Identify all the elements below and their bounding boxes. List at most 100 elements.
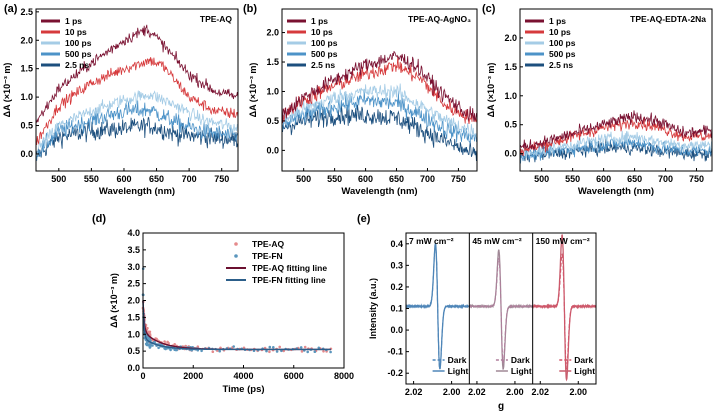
x-tick-label: 750 xyxy=(689,174,704,184)
panel-b: (b) 500 550 600 650 700 750 0.0 0.5 1.0 1.5 2.0 Wave… xyxy=(243,3,478,197)
y-tick-label: 0.5 xyxy=(266,116,279,126)
y-tick-label: 0.0 xyxy=(20,149,33,159)
x-tick-label: 0 xyxy=(140,371,145,381)
y-tick-label: -0.2 xyxy=(387,368,403,378)
y-tick-label: 0.4 xyxy=(390,239,403,249)
series-line-10-ps xyxy=(282,55,477,125)
legend-label: 1 ps xyxy=(65,16,82,26)
x-tick-label: 700 xyxy=(182,174,197,184)
legend-label: TPE-AQ xyxy=(252,239,285,249)
data-point-TPE-FN xyxy=(149,344,152,348)
plot-frame xyxy=(519,8,713,172)
x-tick-label: 600 xyxy=(358,174,373,184)
chart-title: TPE-AQ-AgNO₃ xyxy=(408,14,471,24)
series-line-10-ps xyxy=(36,57,238,145)
y-tick-label: 0.5 xyxy=(20,121,33,131)
legend-label: 100 ps xyxy=(549,38,576,48)
x-axis-label: Wavelength (nm) xyxy=(99,186,175,197)
series-group xyxy=(520,110,712,164)
data-point-TPE-FN xyxy=(268,345,272,349)
data-point-TPE-FN xyxy=(169,348,172,352)
subplot-title: 45 mW cm⁻² xyxy=(472,236,522,246)
y-tick-label: 0.2 xyxy=(390,282,403,292)
plot-frame xyxy=(281,8,478,172)
y-tick-label: 2.0 xyxy=(127,296,140,306)
subplot-title: 150 mW cm⁻² xyxy=(536,236,590,246)
series-line-2.5-ns xyxy=(36,116,238,158)
panel-a: (a) 500 550 600 650 700 750 0.0 0.5 1.0 1.5 2.0 2.5 W… xyxy=(2,3,239,197)
data-point-TPE-AQ xyxy=(303,345,307,349)
legend-label: 100 ps xyxy=(65,38,92,48)
y-tick-label: -0.1 xyxy=(387,347,403,357)
data-point-TPE-FN xyxy=(175,348,178,352)
x-tick-label: 4000 xyxy=(233,371,253,381)
x-tick-label: 2.00 xyxy=(443,387,461,397)
y-tick-label: 1.0 xyxy=(20,92,33,102)
y-tick-label: 4.0 xyxy=(127,228,140,238)
data-point-TPE-AQ xyxy=(173,343,176,346)
y-tick-label: 1.0 xyxy=(504,91,517,101)
y-axis-label: ΔA (×10⁻³ m) xyxy=(248,63,258,118)
chart-title: TPE-AQ-EDTA-2Na xyxy=(630,14,706,24)
series-line-1-ps xyxy=(36,24,238,124)
x-tick-label: 750 xyxy=(451,174,466,184)
data-point-TPE-FN xyxy=(329,350,332,354)
x-tick-label: 2.00 xyxy=(570,387,588,397)
chart-title: TPE-AQ xyxy=(200,14,233,24)
series-line-2.5-ns xyxy=(282,104,477,162)
legend-label: TPE-AQ fitting line xyxy=(252,263,327,273)
y-axis-label: ΔA (×10⁻³ m) xyxy=(109,273,119,328)
legend-label: 10 ps xyxy=(311,27,333,37)
x-tick-label: 650 xyxy=(627,174,642,184)
series-line-100-ps xyxy=(36,90,238,157)
x-tick-label: 750 xyxy=(214,174,229,184)
legend-label: 500 ps xyxy=(65,49,92,59)
x-tick-label: 6000 xyxy=(284,371,304,381)
y-tick-label: 2.5 xyxy=(20,7,33,17)
esr-dark-curve xyxy=(469,257,533,363)
y-tick-label: 0.0 xyxy=(266,145,279,155)
series-line-1-ps xyxy=(282,50,477,124)
y-tick-label: 0.1 xyxy=(390,304,403,314)
data-point-TPE-FN xyxy=(299,346,303,349)
x-axis-label: g xyxy=(498,401,504,412)
data-point-TPE-FN xyxy=(265,349,268,353)
legend-label: 100 ps xyxy=(311,38,338,48)
data-point-TPE-FN xyxy=(164,347,167,351)
y-tick-label: 3.5 xyxy=(127,245,140,255)
data-point-TPE-FN xyxy=(151,344,154,347)
data-point-TPE-AQ xyxy=(322,350,325,353)
esr-dark-curve xyxy=(532,253,597,370)
data-point-TPE-AQ xyxy=(167,341,170,345)
y-axis-label: ΔA (×10⁻³ m) xyxy=(2,63,12,118)
series-line-500-ps xyxy=(36,100,238,161)
series-line-1-ps xyxy=(520,110,712,151)
y-tick-label: 0.5 xyxy=(127,346,140,356)
data-point-TPE-FN xyxy=(200,349,203,353)
series-group xyxy=(282,50,477,162)
x-tick-label: 2.02 xyxy=(405,387,423,397)
y-tick-label: 2.0 xyxy=(266,28,279,38)
data-point-TPE-AQ xyxy=(211,350,215,354)
y-tick-label: 3.0 xyxy=(127,262,140,272)
x-tick-label: 500 xyxy=(296,174,311,184)
legend-label: 2.5 ns xyxy=(549,60,573,70)
subplot-title: 7 mW cm⁻² xyxy=(409,236,454,246)
data-point-TPE-FN xyxy=(275,350,279,353)
y-tick-label: 1.5 xyxy=(127,312,140,322)
fit-line-TPE-AQ-fitting-line xyxy=(142,300,331,351)
data-point-TPE-FN xyxy=(317,346,321,350)
x-tick-label: 650 xyxy=(149,174,164,184)
panel-label: (e) xyxy=(357,213,371,225)
legend-label: 10 ps xyxy=(549,27,571,37)
y-tick-label: 0.3 xyxy=(390,260,403,270)
x-axis-label: Time (ps) xyxy=(222,384,264,395)
series-group xyxy=(36,24,238,161)
data-point-TPE-AQ xyxy=(268,350,271,354)
panel-label: (d) xyxy=(92,213,106,225)
x-tick-label: 550 xyxy=(84,174,99,184)
y-tick-label: 0.5 xyxy=(504,120,517,130)
legend-label: 1 ps xyxy=(311,16,328,26)
panel-label: (b) xyxy=(243,3,257,15)
